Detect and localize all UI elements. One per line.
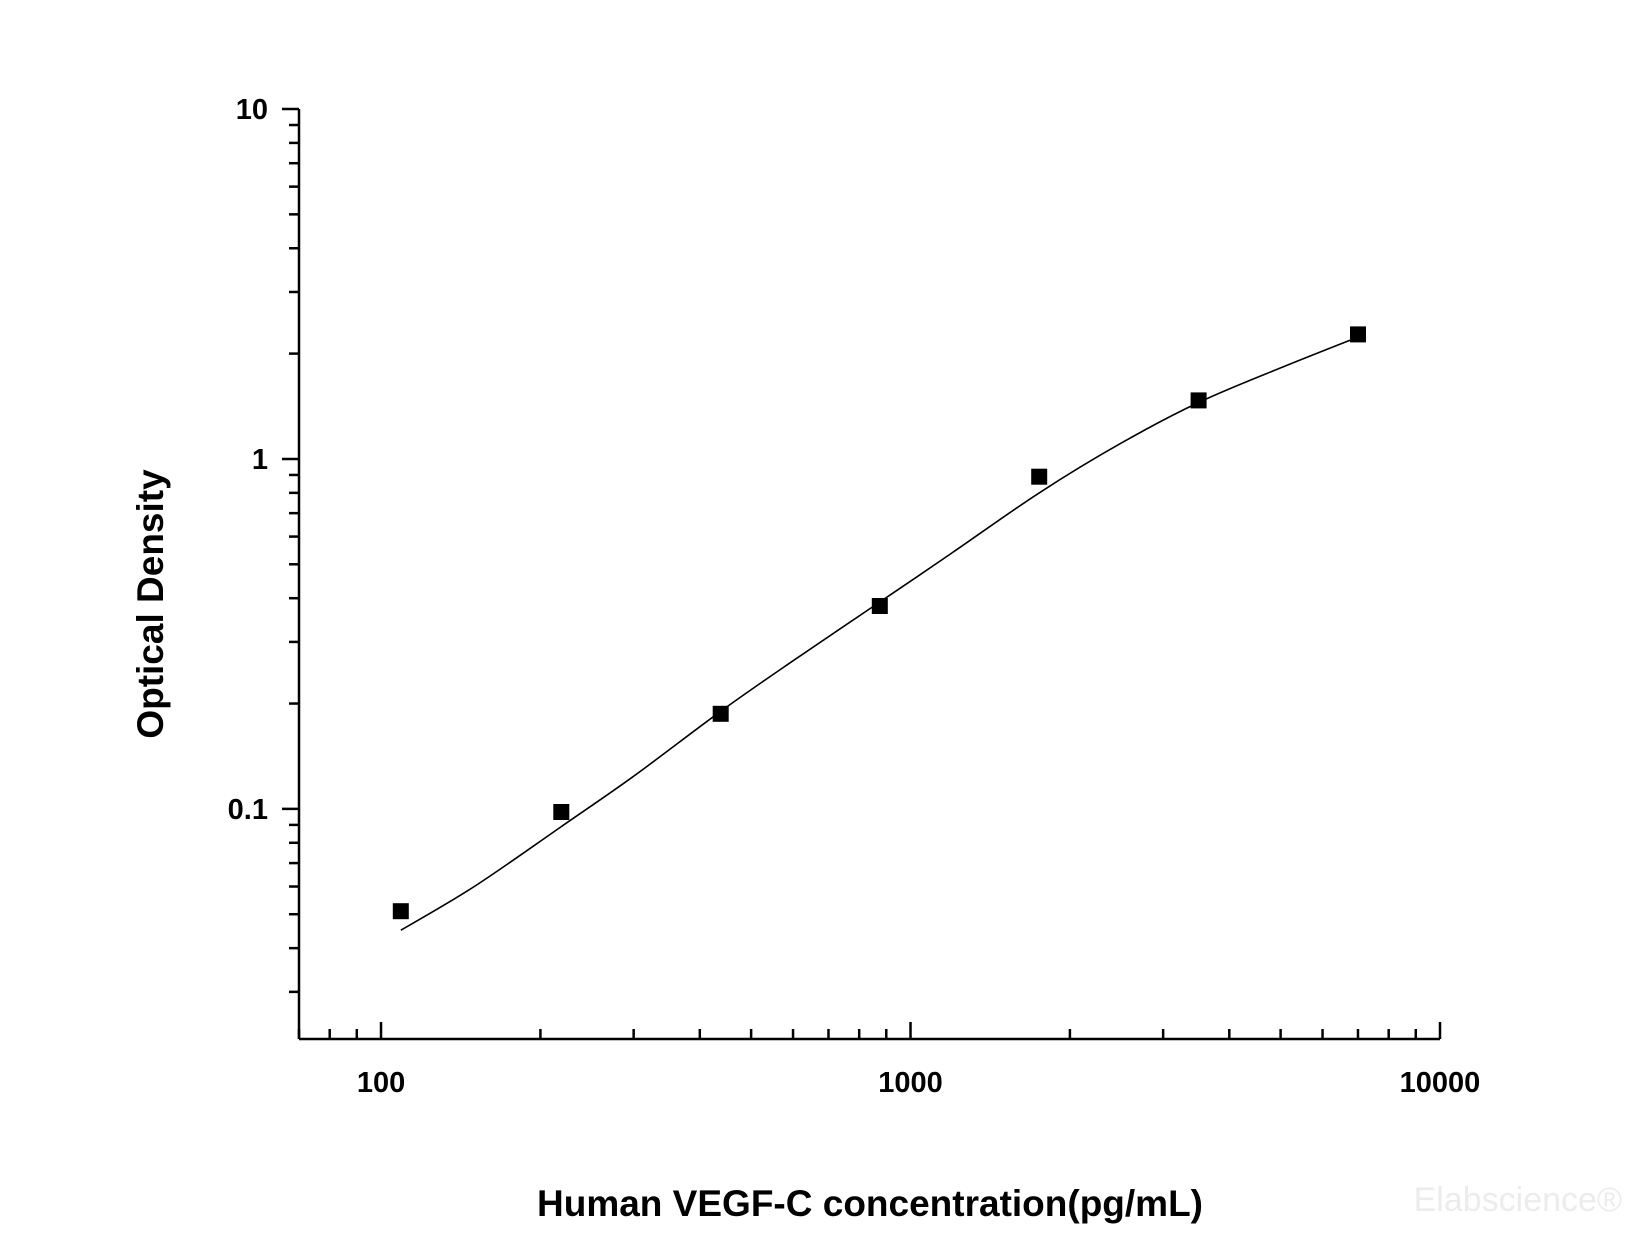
axes-layer [297,109,1440,1041]
watermark-text: Elabscience® [1414,1181,1622,1219]
x-tick-label: 10000 [1400,1067,1481,1099]
y-tick-label: 1 [252,444,268,476]
x-tick-label: 100 [357,1067,405,1099]
data-points-layer [392,326,1366,920]
ticks-layer [282,107,1442,1039]
y-tick-label: 0.1 [228,794,268,826]
x-axis-title: Human VEGF-C concentration(pg/mL) [537,1183,1203,1224]
data-point [871,598,888,614]
tick-labels-layer: 100 1000 10000 0.1 1 10 [228,94,1481,1099]
data-point [1190,392,1207,409]
y-axis-title: Optical Density [130,469,171,739]
data-point [1031,468,1048,485]
data-point [712,705,729,722]
data-point [553,804,570,820]
data-point [1350,326,1366,343]
data-point [392,903,409,920]
y-tick-label: 10 [236,94,268,126]
fit-curve-line [400,336,1359,931]
x-tick-label: 1000 [878,1067,943,1099]
fit-curve-layer [400,336,1359,931]
